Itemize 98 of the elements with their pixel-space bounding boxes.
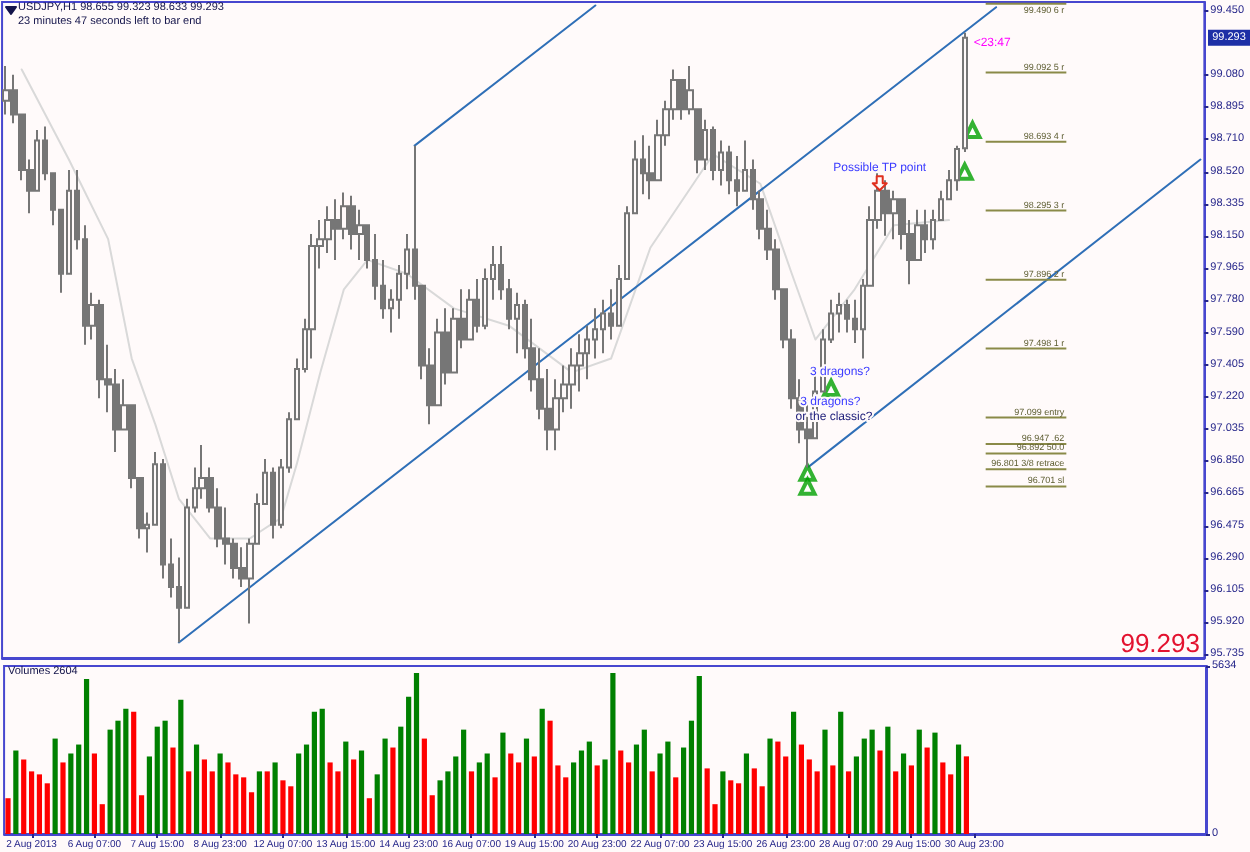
bar: [178, 699, 184, 834]
bar: [264, 771, 270, 834]
candlestick: [710, 125, 716, 182]
bar: [162, 720, 168, 834]
bar: [523, 738, 530, 834]
point: [798, 477, 817, 496]
bar: [830, 765, 836, 834]
bar: [272, 762, 278, 834]
bar: [649, 771, 655, 834]
bar: [327, 762, 333, 834]
bar: [673, 777, 679, 834]
bar: [500, 732, 506, 834]
bar: [296, 753, 302, 834]
bar: [123, 708, 129, 834]
bar: [508, 753, 514, 834]
candlestick: [882, 179, 890, 237]
bar: [170, 747, 176, 834]
bar: [641, 729, 647, 834]
bar: [775, 741, 781, 834]
bar: [225, 762, 231, 834]
bar: [665, 741, 671, 834]
bar: [193, 744, 200, 834]
bar: [798, 744, 805, 834]
point: [822, 378, 841, 397]
bar: [131, 711, 137, 834]
bar: [311, 711, 317, 834]
bar: [256, 771, 262, 834]
bar: [893, 771, 899, 834]
bar: [924, 747, 930, 834]
bar: [790, 711, 797, 834]
bar: [539, 708, 545, 834]
bar: [885, 726, 891, 834]
bar: [217, 753, 223, 834]
bar: [107, 729, 113, 834]
bar: [484, 753, 490, 834]
bar: [461, 729, 467, 834]
annotation: 99.293: [1120, 628, 1200, 659]
bar: [720, 771, 726, 834]
bar: [940, 762, 946, 834]
bar: [343, 741, 349, 834]
bar: [531, 756, 537, 834]
bar: [21, 759, 27, 834]
bar: [751, 768, 757, 834]
bar: [36, 774, 43, 834]
bar: [351, 759, 357, 834]
bar: [963, 756, 969, 834]
point: [798, 463, 817, 482]
bar: [366, 798, 372, 834]
bar: [861, 738, 867, 834]
bar: [421, 738, 427, 834]
bar: [83, 678, 90, 834]
bar: [578, 750, 585, 834]
bar: [822, 729, 828, 834]
bar: [60, 762, 66, 834]
bar: [5, 798, 11, 834]
bar: [869, 729, 875, 834]
bar: [280, 780, 286, 834]
bar: [610, 672, 616, 834]
bar: [900, 753, 907, 834]
bar: [767, 738, 773, 834]
bar: [91, 753, 98, 834]
bar: [586, 741, 592, 834]
bar: [390, 747, 396, 834]
bar: [743, 753, 750, 834]
bar: [696, 675, 702, 834]
bar: [547, 720, 553, 834]
bar: [908, 765, 915, 834]
bar: [728, 780, 734, 834]
bar: [492, 777, 498, 834]
bar: [594, 765, 600, 834]
candlestick: [332, 198, 340, 261]
bar: [358, 750, 365, 834]
bar: [319, 708, 325, 834]
bar: [154, 726, 160, 834]
bar: [413, 672, 420, 834]
bar: [838, 711, 844, 834]
bar: [52, 738, 58, 834]
bar: [955, 744, 962, 834]
bar: [704, 768, 710, 834]
candlestick: [270, 466, 276, 540]
line-series: [20, 68, 950, 540]
bar: [382, 738, 388, 834]
bar: [845, 771, 852, 834]
bar: [201, 759, 207, 834]
bar: [68, 753, 74, 834]
bar: [877, 750, 883, 834]
bar: [241, 777, 247, 834]
bar: [618, 750, 624, 834]
bar: [916, 729, 922, 834]
bar: [735, 783, 742, 834]
bar: [468, 771, 475, 834]
bar: [288, 786, 294, 834]
bar: [13, 750, 19, 834]
bar: [932, 732, 938, 834]
candlestick: [2, 65, 10, 116]
candlestick: [922, 208, 928, 254]
bar: [186, 771, 192, 834]
candlestick: [474, 277, 480, 334]
